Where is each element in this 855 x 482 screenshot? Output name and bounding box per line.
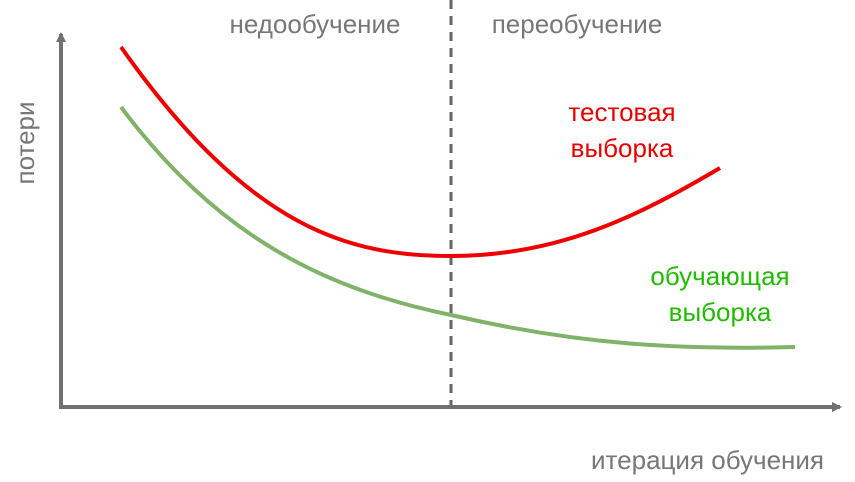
y-axis-label: потери xyxy=(10,101,40,184)
test-curve xyxy=(119,45,722,259)
curve-label: тестовая xyxy=(568,97,675,127)
region-label: переобучение xyxy=(492,9,663,39)
curve-label: обучающая xyxy=(650,261,789,291)
region-label: недообучение xyxy=(229,9,400,39)
curve-label: выборка xyxy=(571,133,674,163)
x-axis-label: итерация обучения xyxy=(591,445,824,475)
curve-label: выборка xyxy=(669,297,772,327)
train-curve xyxy=(119,105,796,350)
